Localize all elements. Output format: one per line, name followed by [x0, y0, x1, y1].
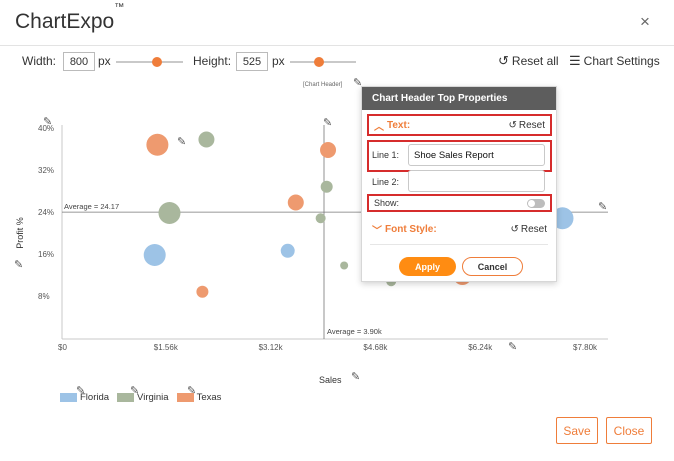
y-tick-label: 16%: [38, 250, 55, 259]
edit-x-ticks-pencil-icon[interactable]: ✎: [508, 341, 518, 353]
width-slider[interactable]: [116, 61, 183, 63]
legend-swatch: [117, 393, 135, 402]
text-section-title[interactable]: ︿ Text:: [374, 119, 411, 133]
show-toggle[interactable]: [527, 198, 545, 208]
line1-label: Line 1:: [372, 150, 400, 160]
edit-y-axis-pencil-icon[interactable]: ✎: [14, 259, 24, 271]
save-button[interactable]: Save: [556, 417, 598, 444]
chevron-up-icon: ︿: [374, 121, 384, 133]
bubble-virginia: [320, 180, 333, 193]
legend-item-virginia[interactable]: Virginia: [117, 392, 169, 403]
bubble-florida: [280, 243, 295, 258]
legend-item-texas[interactable]: Texas: [176, 392, 222, 403]
height-slider-thumb[interactable]: [314, 57, 324, 67]
avg-y-label: Average = 24.17: [64, 202, 120, 211]
y-tick-label: 40%: [38, 124, 55, 133]
bubble-florida: [143, 244, 166, 266]
edit-header-pencil-icon[interactable]: ✎: [353, 77, 363, 89]
chevron-down-icon: ﹀: [372, 225, 382, 237]
legend-label: Florida: [80, 392, 110, 403]
cancel-button[interactable]: Cancel: [462, 257, 523, 276]
x-tick-label: $4.68k: [363, 343, 388, 352]
reset-icon: ↺: [510, 223, 519, 235]
bubble-texas: [146, 133, 169, 156]
text-section-header[interactable]: ︿ Text: ↺ Reset: [367, 114, 552, 136]
edit-legend-pencil-icon[interactable]: ✎: [130, 385, 140, 397]
panel-divider: [370, 244, 548, 245]
bubble-virginia: [198, 131, 215, 148]
bubble-texas: [196, 285, 209, 298]
legend-item-florida[interactable]: Florida: [60, 392, 109, 403]
x-axis-title[interactable]: Sales: [319, 375, 342, 385]
header-divider: [0, 45, 674, 46]
y-tick-label: 32%: [38, 166, 55, 175]
text-reset-button[interactable]: ↺ Reset: [508, 119, 545, 131]
edit-bubble-pencil-icon[interactable]: ✎: [177, 136, 187, 148]
edit-y-ticks-pencil-icon[interactable]: ✎: [43, 116, 53, 128]
close-icon[interactable]: ×: [640, 12, 650, 31]
font-style-section-header[interactable]: ﹀ Font Style: ↺ Reset: [367, 218, 552, 240]
chart-legend: Florida Virginia Texas: [60, 392, 229, 403]
font-style-section-title[interactable]: ﹀ Font Style:: [372, 223, 437, 237]
reset-icon: ↺: [508, 119, 517, 131]
width-input[interactable]: [63, 52, 95, 71]
edit-x-axis-pencil-icon[interactable]: ✎: [351, 371, 361, 383]
sliders-icon: ☰: [569, 53, 581, 68]
avg-x-label: Average = 3.90k: [327, 327, 382, 336]
height-input[interactable]: [236, 52, 268, 71]
y-axis-title[interactable]: Profit %: [14, 217, 25, 249]
line2-input[interactable]: [408, 170, 545, 192]
x-tick-label: $3.12k: [258, 343, 283, 352]
bubble-virginia: [340, 261, 349, 270]
edit-legend-pencil-icon[interactable]: ✎: [187, 385, 197, 397]
close-button[interactable]: Close: [606, 417, 652, 444]
x-tick-label: $1.56k: [153, 343, 178, 352]
panel-title: Chart Header Top Properties: [362, 87, 556, 110]
y-tick-label: 8%: [38, 292, 50, 301]
line2-label: Line 2:: [372, 177, 400, 187]
edit-avg-y-pencil-icon[interactable]: ✎: [598, 201, 608, 213]
x-tick-label: $7.80k: [573, 343, 598, 352]
x-tick-label: $0: [58, 343, 67, 352]
bubble-texas: [320, 142, 337, 158]
legend-label: Texas: [196, 392, 222, 403]
chart-settings-label: Chart Settings: [583, 54, 660, 68]
height-unit: px: [272, 54, 285, 68]
show-row: Show:: [367, 194, 552, 212]
reset-all-button[interactable]: ↺ Reset all: [498, 53, 559, 69]
bubble-texas: [287, 194, 304, 211]
reset-icon: ↺: [498, 53, 509, 68]
show-label: Show:: [374, 198, 400, 208]
height-label: Height:: [193, 54, 232, 68]
x-tick-label: $6.24k: [468, 343, 493, 352]
reset-all-label: Reset all: [511, 54, 559, 68]
width-slider-thumb[interactable]: [152, 57, 162, 67]
chart-settings-button[interactable]: ☰ Chart Settings: [569, 53, 660, 69]
chart-header-properties-panel: Chart Header Top Properties ︿ Text: ↺ Rese…: [361, 86, 557, 282]
bubble-virginia: [158, 202, 181, 224]
legend-swatch: [176, 393, 194, 402]
width-label: Width:: [22, 54, 57, 68]
font-style-reset-button[interactable]: ↺ Reset: [510, 223, 547, 235]
legend-label: Virginia: [137, 392, 169, 403]
legend-swatch: [60, 393, 77, 402]
y-tick-label: 24%: [38, 208, 55, 217]
apply-button[interactable]: Apply: [399, 257, 456, 276]
bubble-virginia: [315, 213, 326, 224]
app-title: ChartExpo™: [15, 2, 125, 33]
chart-header-placeholder[interactable]: [Chart Header]: [303, 82, 343, 88]
width-unit: px: [98, 54, 111, 68]
edit-avg-line-pencil-icon[interactable]: ✎: [323, 117, 333, 129]
line1-input[interactable]: [408, 144, 545, 166]
edit-legend-pencil-icon[interactable]: ✎: [76, 385, 86, 397]
